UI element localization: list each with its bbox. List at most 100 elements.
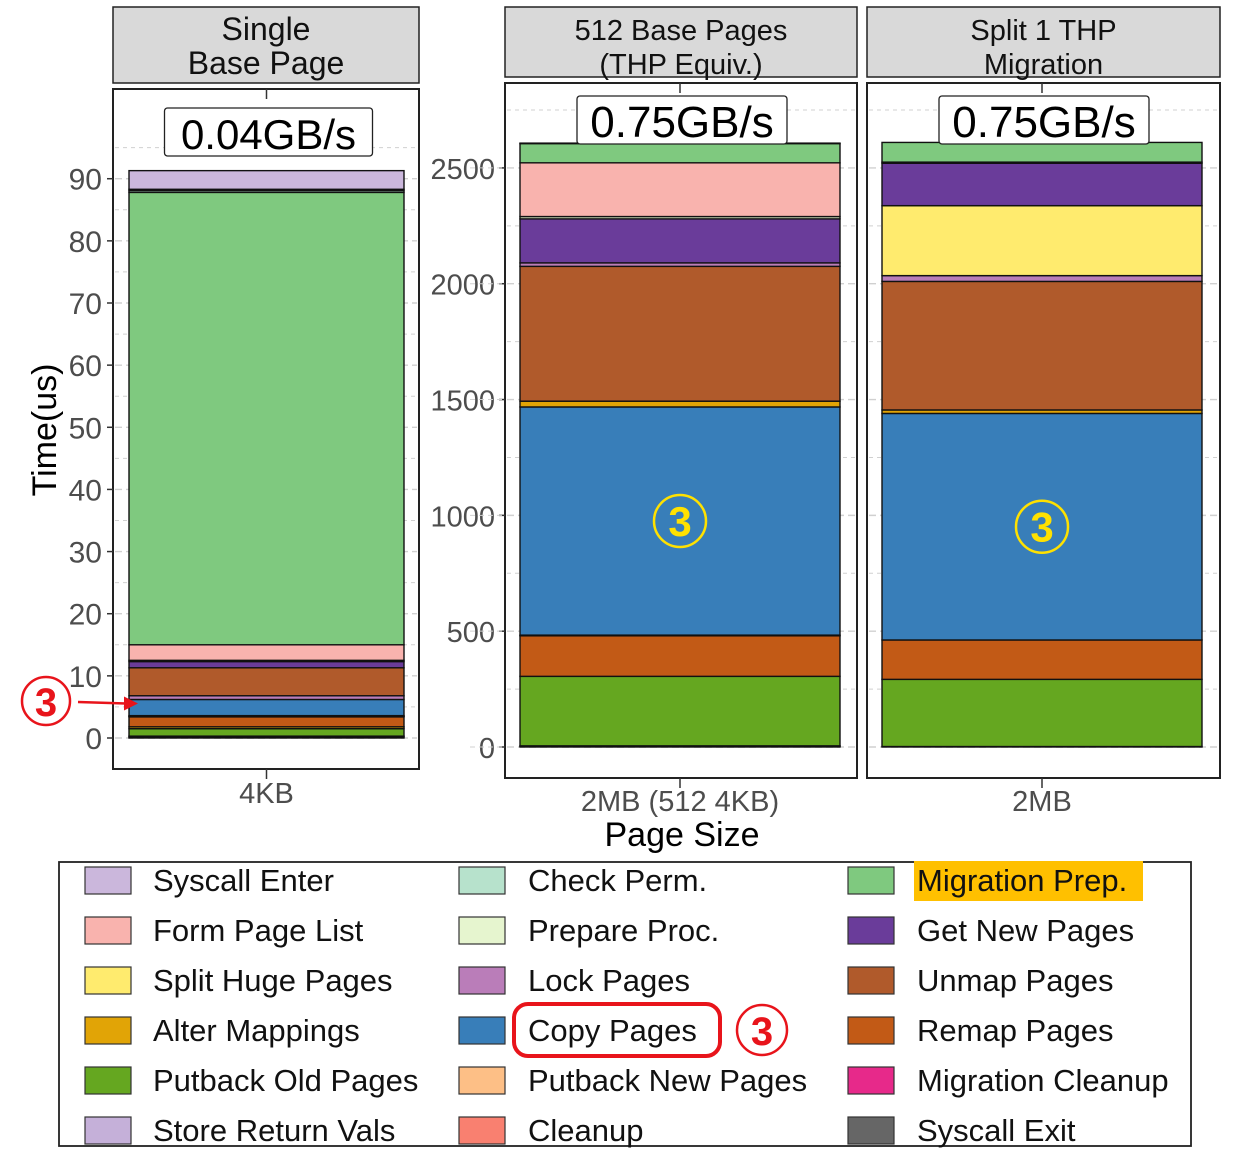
legend-item-get-new-pages: Get New Pages bbox=[847, 913, 1134, 948]
y-tick-label: 20 bbox=[69, 599, 102, 632]
facet-title-line: 512 Base Pages bbox=[575, 15, 788, 47]
step-marker-arrow-line bbox=[77, 700, 127, 705]
legend-swatch bbox=[847, 966, 895, 995]
y-tick-label: 50 bbox=[69, 412, 102, 445]
step-marker-number: 3 bbox=[1030, 504, 1053, 551]
legend-label: Get New Pages bbox=[917, 913, 1134, 948]
legend-swatch bbox=[84, 1016, 132, 1045]
bar-segment-syscall-enter bbox=[128, 169, 405, 190]
legend-item-store-return-vals: Store Return Vals bbox=[84, 1113, 395, 1148]
y-axis-label: Time(us) bbox=[26, 364, 64, 497]
legend-swatch bbox=[458, 1016, 506, 1045]
legend-label: Prepare Proc. bbox=[528, 913, 719, 948]
facet-strip bbox=[504, 6, 858, 78]
step-marker-number: 3 bbox=[35, 681, 57, 725]
bar-segment-remap-pages bbox=[881, 639, 1203, 681]
legend-swatch bbox=[847, 1016, 895, 1045]
legend-item-remap-pages: Remap Pages bbox=[847, 1013, 1113, 1048]
throughput-label: 0.75GB/s bbox=[590, 98, 773, 147]
bar-segment-get-new-pages bbox=[519, 218, 841, 264]
legend-item-putback-old-pages: Putback Old Pages bbox=[84, 1063, 418, 1098]
bar-segment-putback-old-pages bbox=[128, 727, 405, 737]
legend-item-unmap-pages: Unmap Pages bbox=[847, 963, 1113, 998]
legend: Syscall Enter Form Page List Split Huge Pa… bbox=[58, 861, 1192, 1148]
facet-title-line: (THP Equiv.) bbox=[599, 49, 762, 81]
step-marker-circle bbox=[1014, 499, 1070, 554]
legend-item-syscall-exit: Syscall Exit bbox=[847, 1113, 1076, 1148]
y-tick-label: 1500 bbox=[430, 386, 495, 418]
bar-segment-copy-pages bbox=[519, 406, 841, 636]
legend-swatch bbox=[847, 866, 895, 895]
facet-title-line: Base Page bbox=[188, 45, 345, 81]
legend-item-putback-new-pages: Putback New Pages bbox=[458, 1063, 807, 1098]
y-tick-label: 80 bbox=[69, 226, 102, 259]
y-tick-label: 2500 bbox=[430, 154, 495, 186]
throughput-box bbox=[576, 95, 788, 145]
bar-segment-putback-old-pages bbox=[519, 675, 841, 747]
y-tick-label: 0 bbox=[85, 723, 102, 756]
y-tick-label: 40 bbox=[69, 474, 102, 507]
legend-swatch bbox=[84, 966, 132, 995]
y-tick-label: 70 bbox=[69, 288, 102, 321]
legend-swatch bbox=[847, 916, 895, 945]
legend-swatch bbox=[458, 966, 506, 995]
bar-segment-unmap-pages bbox=[128, 667, 405, 697]
throughput-label: 0.04GB/s bbox=[181, 111, 356, 158]
legend-item-copy-pages: Copy Pages 3 bbox=[458, 1002, 789, 1058]
legend-label: Syscall Enter bbox=[153, 863, 334, 898]
facet-title-line: Single bbox=[222, 11, 311, 47]
facet-strip bbox=[112, 6, 420, 84]
legend-item-alter-mappings: Alter Mappings bbox=[84, 1013, 360, 1048]
legend-label-callout bbox=[512, 1002, 722, 1058]
legend-label: Unmap Pages bbox=[917, 963, 1113, 998]
legend-label: Syscall Exit bbox=[917, 1113, 1076, 1148]
bar-segment-putback-old-pages bbox=[881, 678, 1203, 748]
legend-swatch bbox=[84, 1066, 132, 1095]
legend-item-migration-cleanup: Migration Cleanup bbox=[847, 1063, 1169, 1098]
facet-title-line: Migration bbox=[984, 49, 1103, 81]
legend-label: Remap Pages bbox=[917, 1013, 1113, 1048]
legend-label: Putback Old Pages bbox=[153, 1063, 418, 1098]
legend-label: Lock Pages bbox=[528, 963, 690, 998]
bar-segment-get-new-pages bbox=[128, 660, 405, 669]
legend-swatch bbox=[84, 916, 132, 945]
step-marker-circle bbox=[735, 1003, 789, 1057]
legend-item-migration-prep: Migration Prep. bbox=[847, 861, 1143, 901]
y-tick-label: 10 bbox=[69, 661, 102, 694]
step-marker-circle bbox=[652, 493, 708, 549]
step-marker-number: 3 bbox=[751, 1010, 773, 1054]
throughput-box bbox=[938, 95, 1150, 145]
legend-label: Form Page List bbox=[153, 913, 364, 948]
y-tick-label: 60 bbox=[69, 350, 102, 383]
bar-segment-form-page-list bbox=[519, 162, 841, 218]
step-marker-arrow-head bbox=[124, 696, 138, 711]
bar-segment-form-page-list bbox=[128, 644, 405, 662]
bar-segment-unmap-pages bbox=[881, 280, 1203, 411]
legend-swatch bbox=[847, 1066, 895, 1095]
legend-label: Store Return Vals bbox=[153, 1113, 395, 1148]
legend-label: Cleanup bbox=[528, 1113, 643, 1148]
legend-swatch bbox=[458, 866, 506, 895]
legend-label: Migration Cleanup bbox=[917, 1063, 1169, 1098]
y-tick-label: 30 bbox=[69, 537, 102, 570]
legend-label: Alter Mappings bbox=[153, 1013, 360, 1048]
x-tick-label: 2MB (512 4KB) bbox=[581, 786, 779, 818]
legend-label: Copy Pages bbox=[528, 1013, 697, 1048]
legend-label-highlight bbox=[914, 861, 1143, 901]
legend-item-cleanup: Cleanup bbox=[458, 1113, 643, 1148]
facet-title-line: Split 1 THP bbox=[970, 15, 1116, 47]
legend-item-syscall-enter: Syscall Enter bbox=[84, 863, 334, 898]
bar-segment-alter-mappings bbox=[519, 400, 841, 408]
legend-item-split-huge-pages: Split Huge Pages bbox=[84, 963, 393, 998]
bar-segment-unmap-pages bbox=[519, 265, 841, 402]
legend-item-check-perm: Check Perm. bbox=[458, 863, 707, 898]
bar-segment-get-new-pages bbox=[881, 162, 1203, 207]
throughput-box bbox=[163, 107, 374, 157]
legend-swatch bbox=[458, 916, 506, 945]
legend-label: Migration Prep. bbox=[917, 863, 1127, 898]
legend-label: Split Huge Pages bbox=[153, 963, 393, 998]
